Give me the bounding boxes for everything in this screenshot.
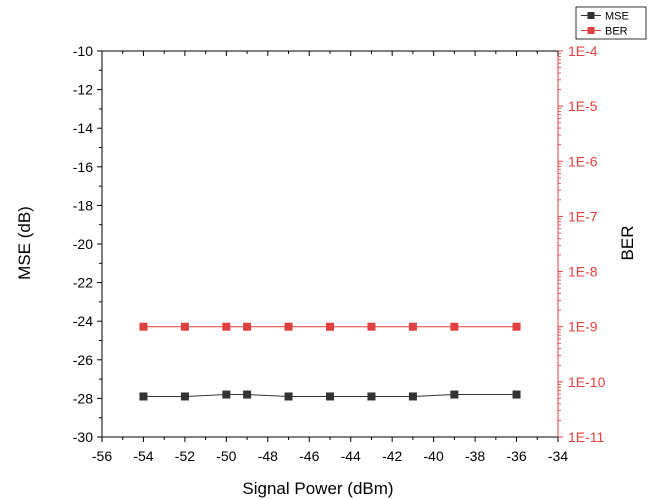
- data-point-ber: [284, 322, 293, 331]
- data-point-mse: [326, 392, 334, 401]
- x-tick-label: -44: [341, 448, 361, 464]
- y-left-tick-label: -24: [73, 313, 93, 329]
- series-layer: [139, 322, 521, 401]
- y-right-tick-label: 1E-11: [568, 429, 605, 445]
- plot-frame: [101, 50, 559, 438]
- x-tick-label: -34: [548, 448, 568, 464]
- data-point-mse: [408, 392, 417, 401]
- data-point-mse: [450, 390, 459, 399]
- legend-label-mse: MSE: [605, 11, 629, 23]
- data-point-ber: [243, 322, 252, 331]
- data-point-mse: [139, 392, 148, 401]
- data-point-ber: [450, 322, 459, 331]
- legend-item-ber: BER: [581, 26, 628, 38]
- y-left-tick-label: -26: [73, 352, 93, 368]
- y-left-tick-label: -14: [73, 120, 93, 136]
- y-left-tick-label: -30: [73, 429, 93, 445]
- y-right-tick-label: 1E-5: [568, 98, 598, 114]
- x-tick-label: -50: [216, 448, 236, 464]
- x-tick-label: -42: [382, 448, 402, 464]
- data-point-mse: [367, 392, 376, 401]
- y-axis-left-label: MSE (dB): [15, 206, 34, 280]
- y-left-tick-label: -20: [73, 236, 93, 252]
- legend: MSE BER: [575, 6, 647, 40]
- y-right-tick-label: 1E-8: [568, 264, 598, 280]
- x-tick-label: -38: [465, 448, 485, 464]
- y-axis-right: 1E-11 1E-10 1E-9 1E-8 1E-7 1E-6 1E-5 1E-4: [558, 43, 606, 445]
- data-point-mse: [512, 390, 521, 399]
- x-tick-label: -36: [506, 448, 526, 464]
- data-point-ber: [139, 322, 148, 331]
- y-left-tick-label: -10: [73, 43, 93, 59]
- y-right-tick-label: 1E-4: [568, 43, 598, 59]
- y-axis-left: -30 -28 -26 -24 -22 -20 -18 -16 -14 -12 -10: [73, 43, 102, 445]
- data-point-mse: [284, 392, 293, 401]
- data-point-ber: [367, 322, 376, 331]
- data-point-ber: [408, 322, 417, 331]
- x-tick-label: -56: [92, 448, 112, 464]
- y-left-tick-label: -12: [73, 82, 93, 98]
- data-point-mse: [180, 392, 189, 401]
- y-right-tick-label: 1E-9: [568, 319, 598, 335]
- data-point-ber: [326, 322, 334, 331]
- x-axis: -56 -54 -52 -50 -48 -46 -44 -42 -40 -38 -36 -34: [92, 51, 568, 464]
- y-axis-right-label: BER: [618, 226, 637, 261]
- y-left-tick-label: -16: [73, 159, 93, 175]
- x-axis-label: Signal Power (dBm): [242, 479, 393, 498]
- legend-item-mse: MSE: [581, 11, 629, 23]
- data-point-ber: [180, 322, 189, 331]
- y-left-tick-label: -22: [73, 275, 93, 291]
- series-line-mse: [143, 394, 517, 397]
- legend-label-ber: BER: [605, 26, 628, 38]
- y-left-tick-label: -28: [73, 390, 93, 406]
- y-right-tick-label: 1E-6: [568, 153, 598, 169]
- x-tick-label: -52: [175, 448, 195, 464]
- x-tick-label: -40: [424, 448, 444, 464]
- legend-marker-mse: [587, 12, 595, 19]
- y-right-tick-label: 1E-7: [568, 208, 598, 224]
- x-tick-label: -54: [133, 448, 153, 464]
- x-tick-label: -48: [258, 448, 278, 464]
- data-point-ber: [222, 322, 231, 331]
- legend-marker-ber: [587, 27, 595, 34]
- data-point-mse: [222, 390, 231, 399]
- y-left-tick-label: -18: [73, 197, 93, 213]
- y-right-tick-label: 1E-10: [568, 374, 606, 390]
- x-tick-label: -46: [299, 448, 319, 464]
- data-point-ber: [512, 322, 521, 331]
- data-point-mse: [243, 390, 252, 399]
